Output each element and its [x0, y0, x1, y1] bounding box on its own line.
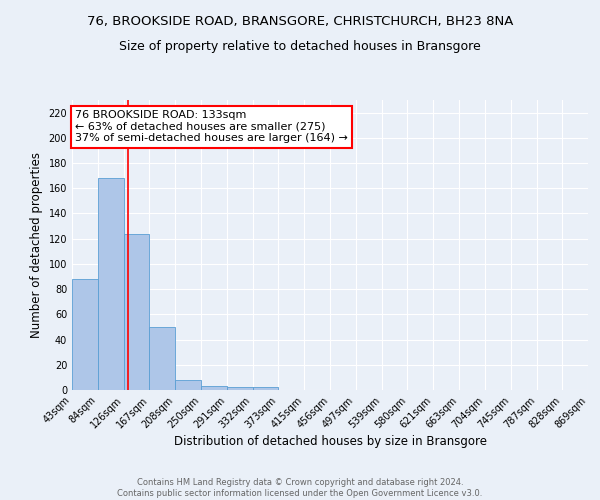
Text: Size of property relative to detached houses in Bransgore: Size of property relative to detached ho…: [119, 40, 481, 53]
Y-axis label: Number of detached properties: Number of detached properties: [30, 152, 43, 338]
X-axis label: Distribution of detached houses by size in Bransgore: Distribution of detached houses by size …: [173, 436, 487, 448]
Bar: [98, 178, 124, 390]
Bar: [227, 388, 253, 390]
Bar: [202, 386, 227, 390]
Bar: [149, 327, 175, 390]
Text: 76, BROOKSIDE ROAD, BRANSGORE, CHRISTCHURCH, BH23 8NA: 76, BROOKSIDE ROAD, BRANSGORE, CHRISTCHU…: [87, 15, 513, 28]
Bar: [72, 279, 98, 390]
Bar: [124, 234, 149, 390]
Bar: [253, 388, 278, 390]
Text: 76 BROOKSIDE ROAD: 133sqm
← 63% of detached houses are smaller (275)
37% of semi: 76 BROOKSIDE ROAD: 133sqm ← 63% of detac…: [75, 110, 348, 144]
Bar: [175, 380, 202, 390]
Text: Contains HM Land Registry data © Crown copyright and database right 2024.
Contai: Contains HM Land Registry data © Crown c…: [118, 478, 482, 498]
